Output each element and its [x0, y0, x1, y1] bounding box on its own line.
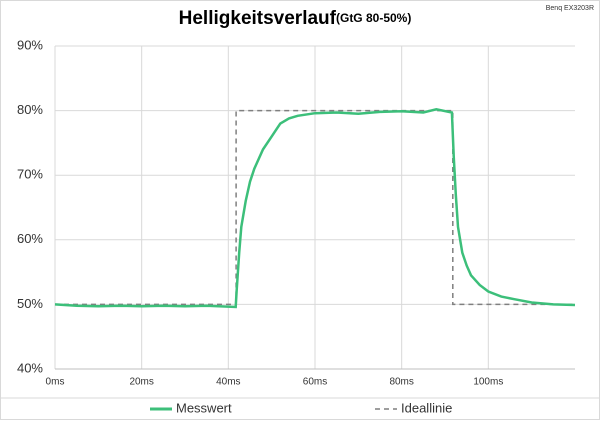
y-tick-label: 50%: [17, 296, 43, 311]
chart-title: Helligkeitsverlauf(GtG 80-50%): [179, 8, 412, 29]
x-tick-label: 40ms: [216, 377, 240, 388]
annotation: Benq EX3203R: [546, 5, 594, 12]
y-tick-label: 80%: [17, 102, 43, 117]
y-tick-label: 90%: [17, 37, 43, 52]
x-tick-label: 0ms: [46, 377, 65, 388]
x-tick-label: 80ms: [389, 377, 413, 388]
y-tick-label: 70%: [17, 167, 43, 182]
x-tick-label: 100ms: [473, 377, 503, 388]
y-tick-label: 40%: [17, 360, 43, 375]
y-tick-label: 60%: [17, 231, 43, 246]
data-line: [54, 108, 576, 309]
x-tick-label: 60ms: [303, 377, 327, 388]
x-tick-label: 20ms: [129, 377, 153, 388]
legend-label: Messwert: [176, 400, 232, 415]
legend-label: Ideallinie: [401, 400, 452, 415]
data-line: [55, 109, 575, 306]
title: Helligkeitsverlauf: [179, 8, 337, 29]
subtitle: (GtG 80-50%): [336, 11, 411, 25]
